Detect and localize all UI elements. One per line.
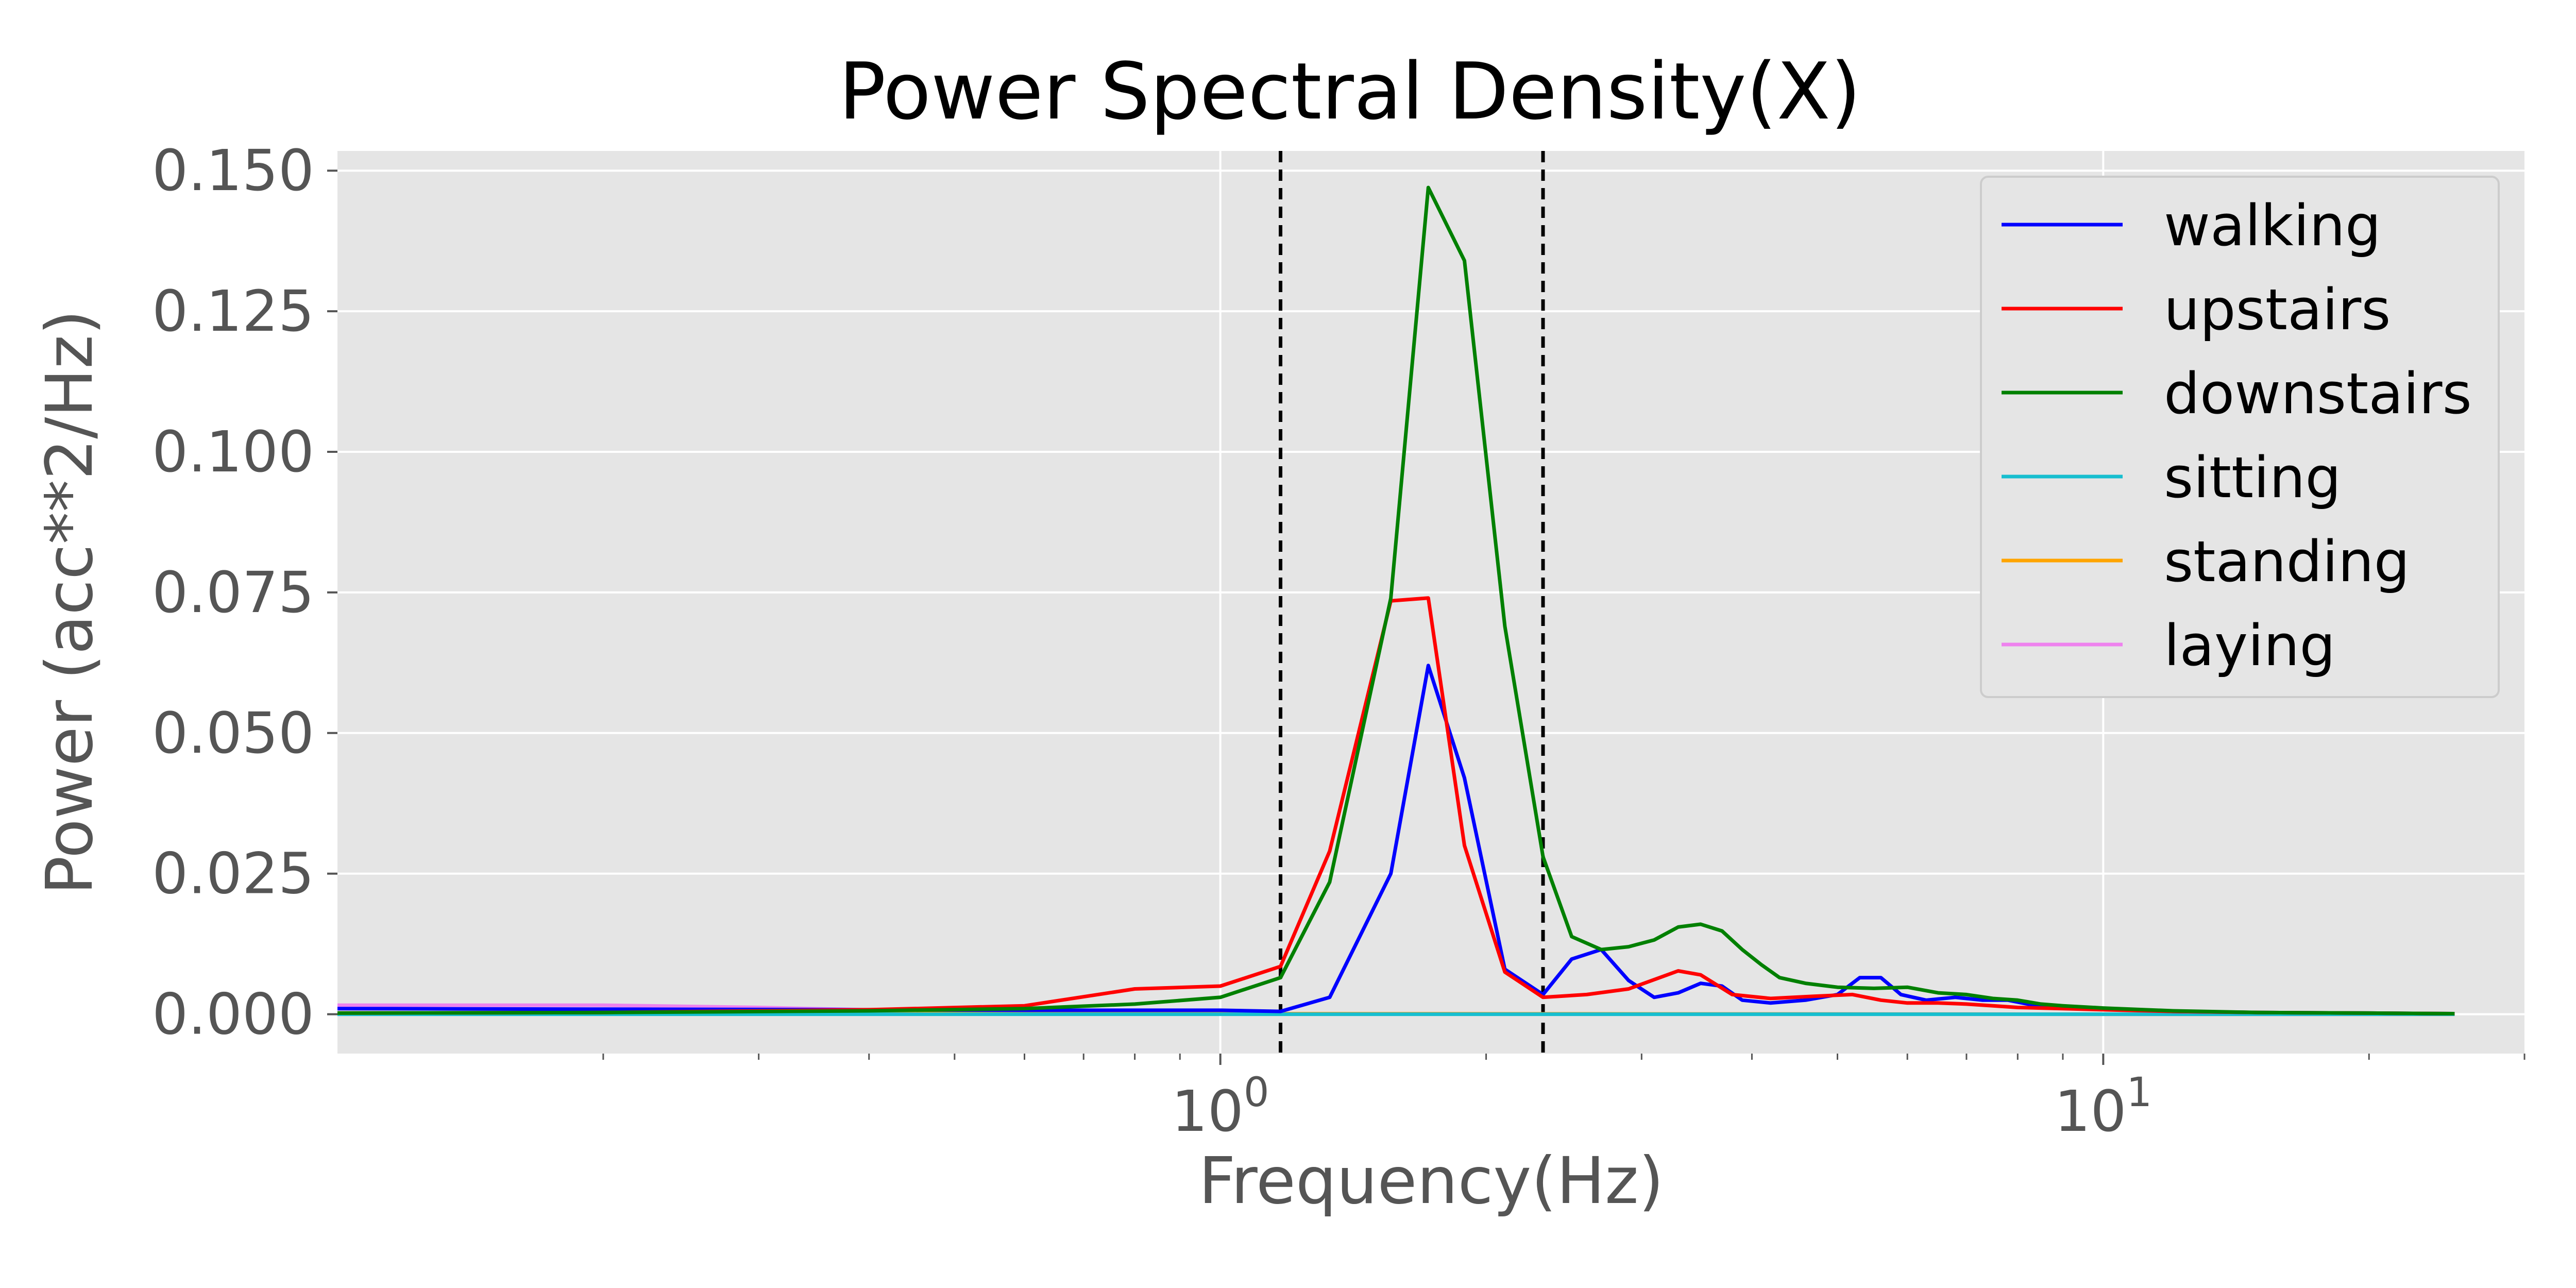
y-tick-label: 0.075 [152,560,314,625]
y-tick-label: 0.000 [152,981,314,1047]
series-line-walking [337,664,2455,1015]
y-tick-label: 0.100 [152,419,314,485]
y-tick-label: 0.125 [152,278,314,344]
legend-label-upstairs: upstairs [2164,277,2391,343]
series-lines [337,185,2455,1016]
x-axis: 100 101 [602,1054,2526,1144]
y-tick-label: 0.050 [152,700,314,766]
legend-label-standing: standing [2164,529,2410,595]
legend-label-laying: laying [2164,613,2335,679]
chart-title: Power Spectral Density(X) [839,46,1861,137]
x-axis-label: Frequency(Hz) [1199,1144,1664,1218]
legend-label-walking: walking [2164,193,2381,259]
y-axis: 0.000 0.025 0.050 0.075 0.100 0.125 0.150 [152,138,337,1047]
legend-label-sitting: sitting [2164,445,2341,511]
series-line-upstairs [337,596,2455,1015]
legend-label-downstairs: downstairs [2164,361,2472,427]
y-tick-label: 0.025 [152,841,314,907]
x-tick-label: 101 [2055,1070,2153,1144]
x-tick-label: 100 [1172,1070,1269,1144]
legend: walking upstairs downstairs sitting standing… [1980,176,2500,698]
reference-lines [1279,151,1545,1054]
series-line-downstairs [337,185,2455,1015]
y-axis-label: Power (acc**2/Hz) [32,310,107,895]
y-tick-label: 0.150 [152,138,314,204]
